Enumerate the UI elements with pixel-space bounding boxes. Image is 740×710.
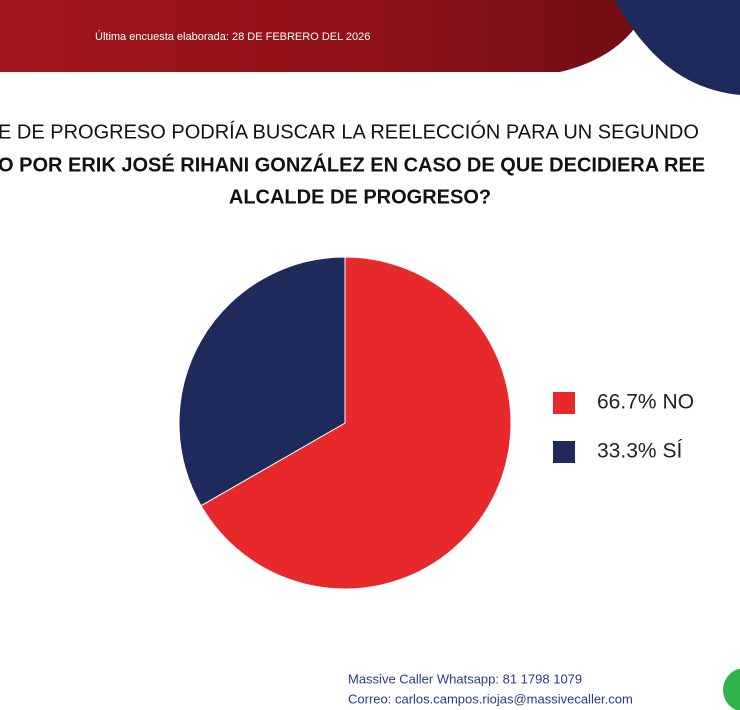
legend-label: SÍ xyxy=(663,440,683,463)
whatsapp: Massive Caller Whatsapp: 81 1798 1079 xyxy=(348,671,582,686)
header-corner xyxy=(615,0,740,95)
pie-slice xyxy=(178,256,346,507)
question-line: E DE PROGRESO PODRÍA BUSCAR LA REELECCIÓ… xyxy=(0,120,699,143)
survey-date: Última encuesta elaborada: 28 DE FEBRERO… xyxy=(95,30,370,43)
legend-value: 33.3% xyxy=(597,440,657,463)
legend-value: 66.7% xyxy=(597,391,657,414)
legend-swatch xyxy=(553,441,575,463)
legend-swatch xyxy=(553,392,575,414)
pie-slice xyxy=(200,256,512,590)
legend-label: NO xyxy=(663,391,695,414)
question-line: O POR ERIK JOSÉ RIHANI GONZÁLEZ EN CASO … xyxy=(0,153,705,176)
header-band xyxy=(0,0,650,72)
question-line: ALCALDE DE PROGRESO? xyxy=(229,186,491,208)
email: Correo: carlos.campos.riojas@massivecall… xyxy=(348,691,633,706)
whatsapp-icon xyxy=(723,668,740,710)
